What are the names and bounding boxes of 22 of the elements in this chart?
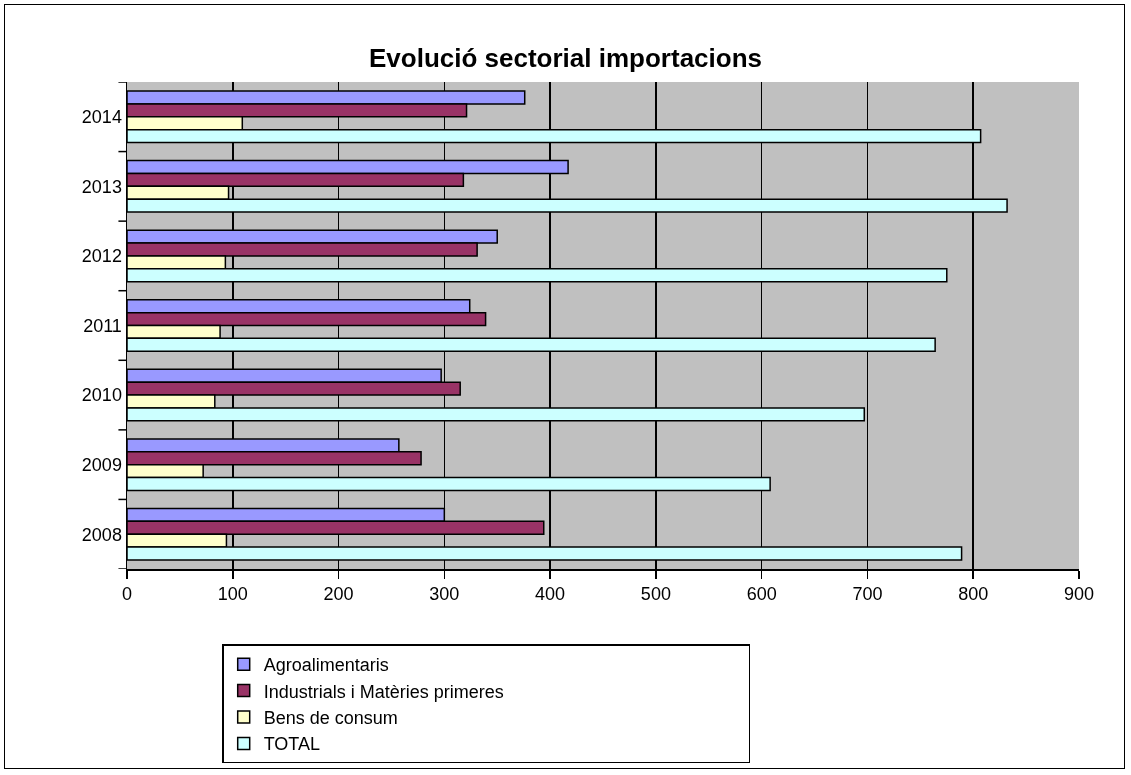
x-tick-label: 900 bbox=[1063, 584, 1095, 605]
x-tick-label: 100 bbox=[217, 584, 248, 605]
legend-label: Industrials i Matèries primeres bbox=[263, 681, 504, 702]
x-tick-label: 200 bbox=[323, 584, 354, 605]
y-tick-label: 2012 bbox=[81, 246, 122, 267]
x-tick-label: 400 bbox=[535, 584, 566, 605]
y-tick-label: 2010 bbox=[81, 385, 122, 406]
x-tick-label: 0 bbox=[121, 584, 133, 605]
x-tick-label: 600 bbox=[746, 584, 777, 605]
x-tick-label: 300 bbox=[429, 584, 460, 605]
y-tick-label: 2008 bbox=[81, 524, 122, 545]
x-tick-label: 700 bbox=[852, 584, 883, 605]
y-tick-label: 2011 bbox=[83, 315, 122, 336]
legend-label: Bens de consum bbox=[263, 708, 398, 729]
x-tick-label: 500 bbox=[640, 584, 671, 605]
y-tick-label: 2013 bbox=[81, 176, 122, 197]
y-tick-label: 2014 bbox=[81, 107, 122, 128]
y-tick-label: 2009 bbox=[81, 454, 122, 475]
legend-label: TOTAL bbox=[263, 734, 321, 755]
chart-title: Evolució sectorial importacions bbox=[369, 43, 762, 74]
x-tick-label: 800 bbox=[958, 584, 989, 605]
legend-label: Agroalimentaris bbox=[263, 655, 389, 676]
